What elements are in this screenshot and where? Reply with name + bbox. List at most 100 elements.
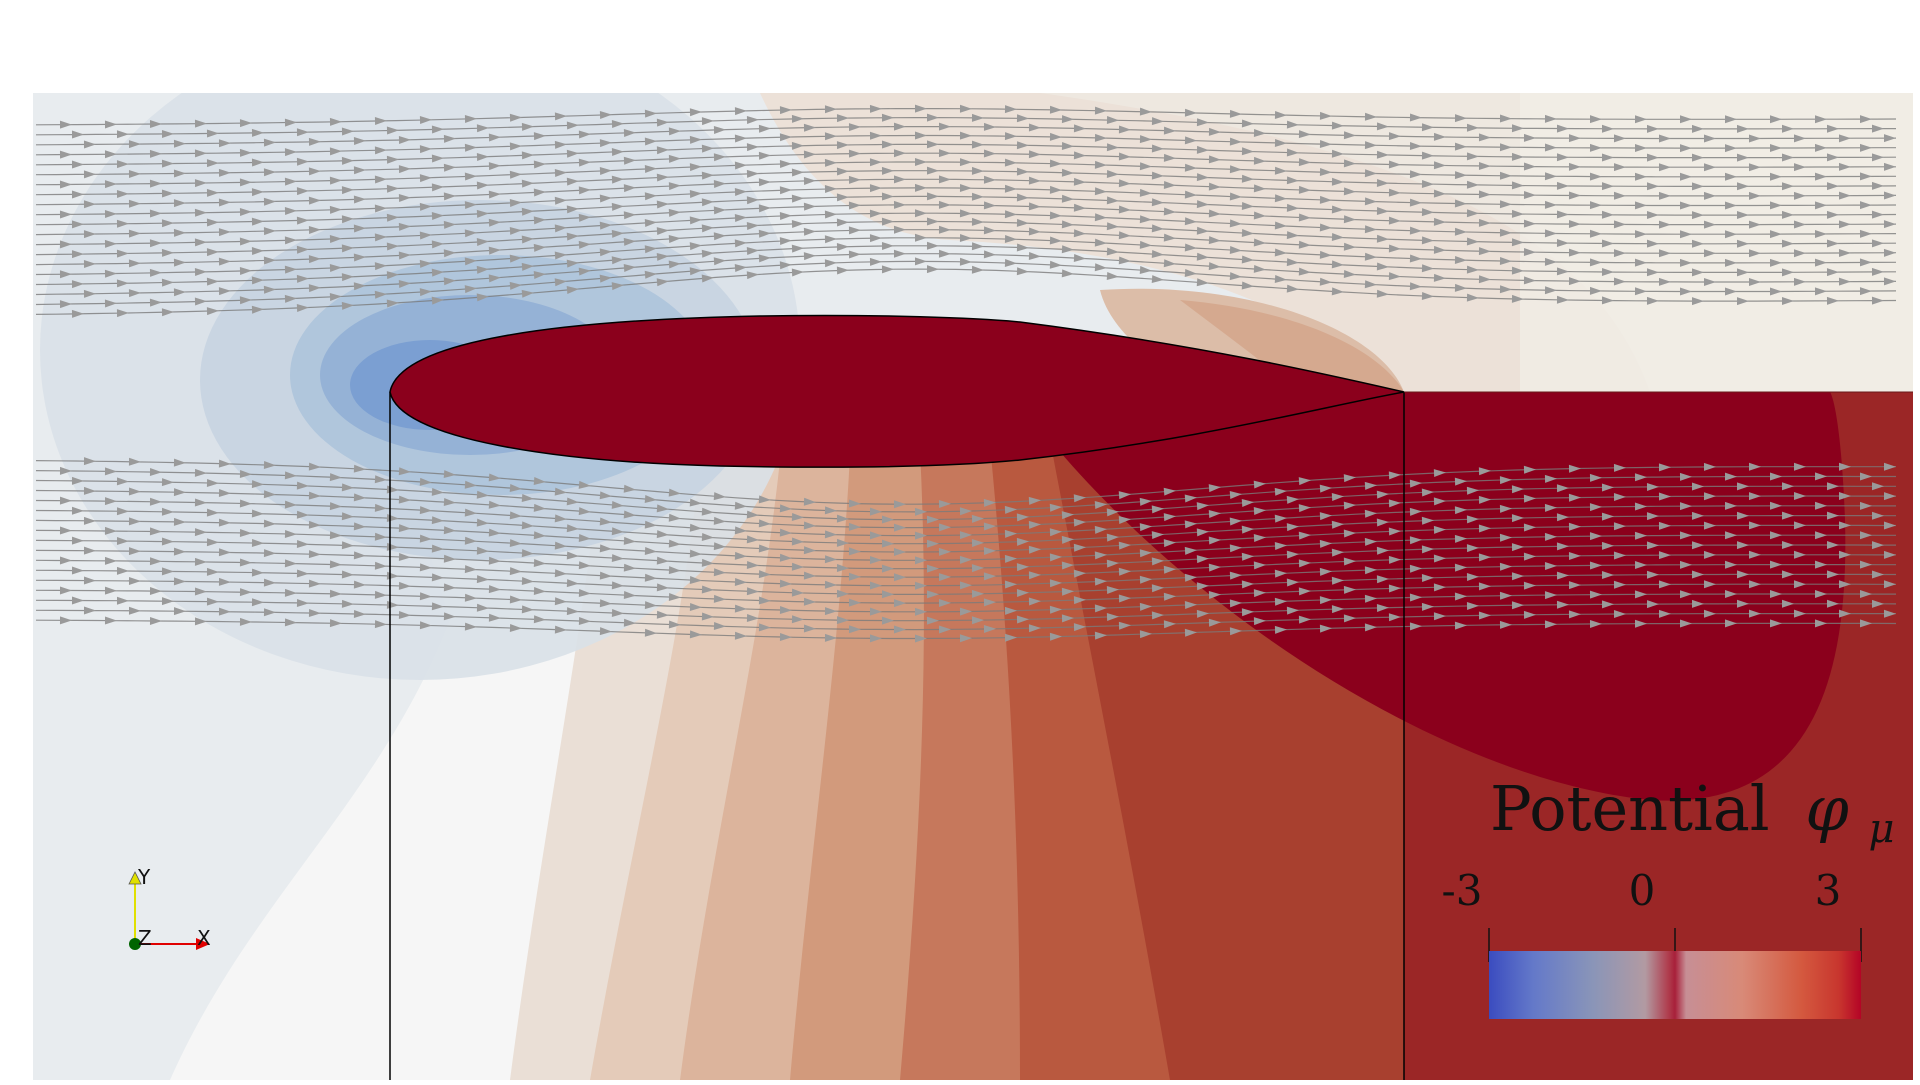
streamline-arrow-icon [149, 497, 162, 506]
streamline-arrow-icon [623, 237, 636, 246]
streamline-arrow-icon [1748, 249, 1761, 258]
streamline-arrow-icon [623, 618, 636, 627]
streamline-arrow-icon [1298, 240, 1311, 249]
streamline-arrow-icon [734, 577, 747, 586]
streamline-arrow-icon [1466, 602, 1479, 611]
streamline-arrow-icon [308, 462, 321, 471]
streamline-arrow-icon [926, 166, 939, 175]
streamline-arrow-icon [194, 498, 207, 507]
streamline-arrow-icon [353, 551, 366, 560]
streamline-arrow-icon [239, 119, 252, 128]
streamline-arrow-icon [938, 598, 951, 607]
streamline-arrow-icon [1859, 201, 1872, 210]
streamline [35, 609, 1897, 631]
streamline-arrow-icon [374, 532, 387, 541]
streamline-arrow-icon [746, 587, 759, 596]
streamline-arrow-icon [284, 618, 297, 627]
streamline-arrow-icon [1826, 268, 1839, 277]
streamline-arrow-icon [161, 537, 174, 546]
streamline-arrow-icon [779, 606, 792, 615]
streamline-arrow-icon [1409, 564, 1422, 573]
streamline-arrow-icon [1871, 239, 1884, 248]
streamline-arrow-icon [803, 624, 816, 633]
streamline-arrow-icon [476, 265, 489, 274]
streamline-arrow-icon [1319, 195, 1332, 204]
streamline-arrow-icon [1274, 487, 1287, 496]
streamline-arrow-icon [1680, 115, 1692, 124]
streamline-arrow-icon [881, 113, 894, 122]
streamline-arrow-icon [1061, 614, 1074, 623]
streamline-arrow-icon [533, 477, 546, 485]
streamline-arrow-icon [1229, 165, 1242, 174]
streamline-arrow-icon [1163, 592, 1176, 601]
streamline-arrow-icon [1004, 505, 1017, 514]
streamline-arrow-icon [1568, 248, 1581, 257]
streamline-arrow-icon [611, 500, 624, 509]
streamline-arrow-icon [791, 194, 804, 203]
streamline-arrow-icon [194, 208, 207, 217]
streamline-arrow-icon [1544, 620, 1557, 629]
streamline-arrow-icon [656, 278, 669, 287]
streamline-arrow-icon [1658, 163, 1671, 172]
orientation-axes: Y Z X [128, 865, 211, 950]
streamline-arrow-icon [1634, 201, 1647, 210]
streamline-arrow-icon [488, 585, 501, 594]
streamline-arrow-icon [1781, 239, 1794, 248]
streamline-arrow-icon [353, 166, 366, 175]
streamline-arrow-icon [1364, 225, 1377, 234]
streamline-arrow-icon [1478, 190, 1491, 199]
streamline-arrow-icon [926, 265, 939, 274]
streamline-arrow-icon [1769, 201, 1782, 210]
streamline-arrow-icon [1523, 276, 1536, 285]
streamline-arrow-icon [83, 606, 96, 615]
streamline-arrow-icon [1319, 111, 1332, 120]
streamline-arrow-icon [431, 602, 444, 611]
streamline-arrow-icon [1286, 203, 1299, 212]
streamline-arrow-icon [521, 289, 534, 298]
streamline-arrow-icon [1073, 569, 1086, 578]
streamline-arrow-icon [1253, 506, 1266, 515]
streamline-arrow-icon [1196, 582, 1209, 591]
streamline-arrow-icon [713, 516, 726, 525]
streamline-arrow-icon [173, 607, 186, 616]
streamline-arrow-icon [758, 495, 771, 504]
streamline-arrow-icon [983, 226, 996, 235]
streamline-arrow-icon [521, 151, 534, 160]
streamline-arrow-icon [971, 514, 984, 523]
streamline-arrow-icon [398, 279, 411, 288]
streamline-arrow-icon [803, 497, 816, 506]
streamline-arrow-icon [521, 235, 534, 244]
streamline-arrow-icon [1556, 571, 1569, 580]
streamline-arrow-icon [893, 573, 906, 582]
streamline-arrow-icon [1793, 277, 1806, 286]
streamline-arrow-icon [656, 252, 669, 261]
streamline-arrow-icon [1274, 569, 1287, 578]
streamline-arrow-icon [173, 169, 186, 178]
streamline-arrow-icon [1298, 267, 1311, 276]
streamline-arrow-icon [1478, 582, 1491, 591]
streamline-arrow-icon [1061, 142, 1074, 151]
streamline-arrow-icon [308, 579, 321, 588]
streamline-arrow-icon [1871, 570, 1884, 579]
streamline-arrow-icon [1028, 520, 1041, 529]
streamline-arrow-icon [1568, 581, 1581, 590]
streamline-arrow-icon [1061, 168, 1074, 177]
streamline-arrow-icon [398, 222, 411, 231]
streamline-arrow-icon [938, 249, 951, 258]
streamline-arrow-icon [263, 138, 276, 147]
streamline-arrow-icon [419, 592, 432, 601]
streamline-arrow-icon [1163, 487, 1176, 496]
streamline-arrow-icon [689, 498, 702, 507]
streamline-arrow-icon [431, 268, 444, 277]
streamline-arrow-icon [656, 583, 669, 592]
streamline [35, 204, 1897, 236]
streamline-arrow-icon [1454, 142, 1467, 151]
streamline-arrow-icon [1049, 579, 1062, 588]
streamline-arrow-icon [1364, 623, 1377, 632]
streamline-arrow-icon [1319, 512, 1332, 521]
streamline-arrow-icon [566, 579, 579, 588]
streamline-arrow-icon [398, 165, 411, 174]
streamline-arrow-icon [1613, 610, 1626, 619]
streamline-arrow-icon [554, 140, 567, 149]
